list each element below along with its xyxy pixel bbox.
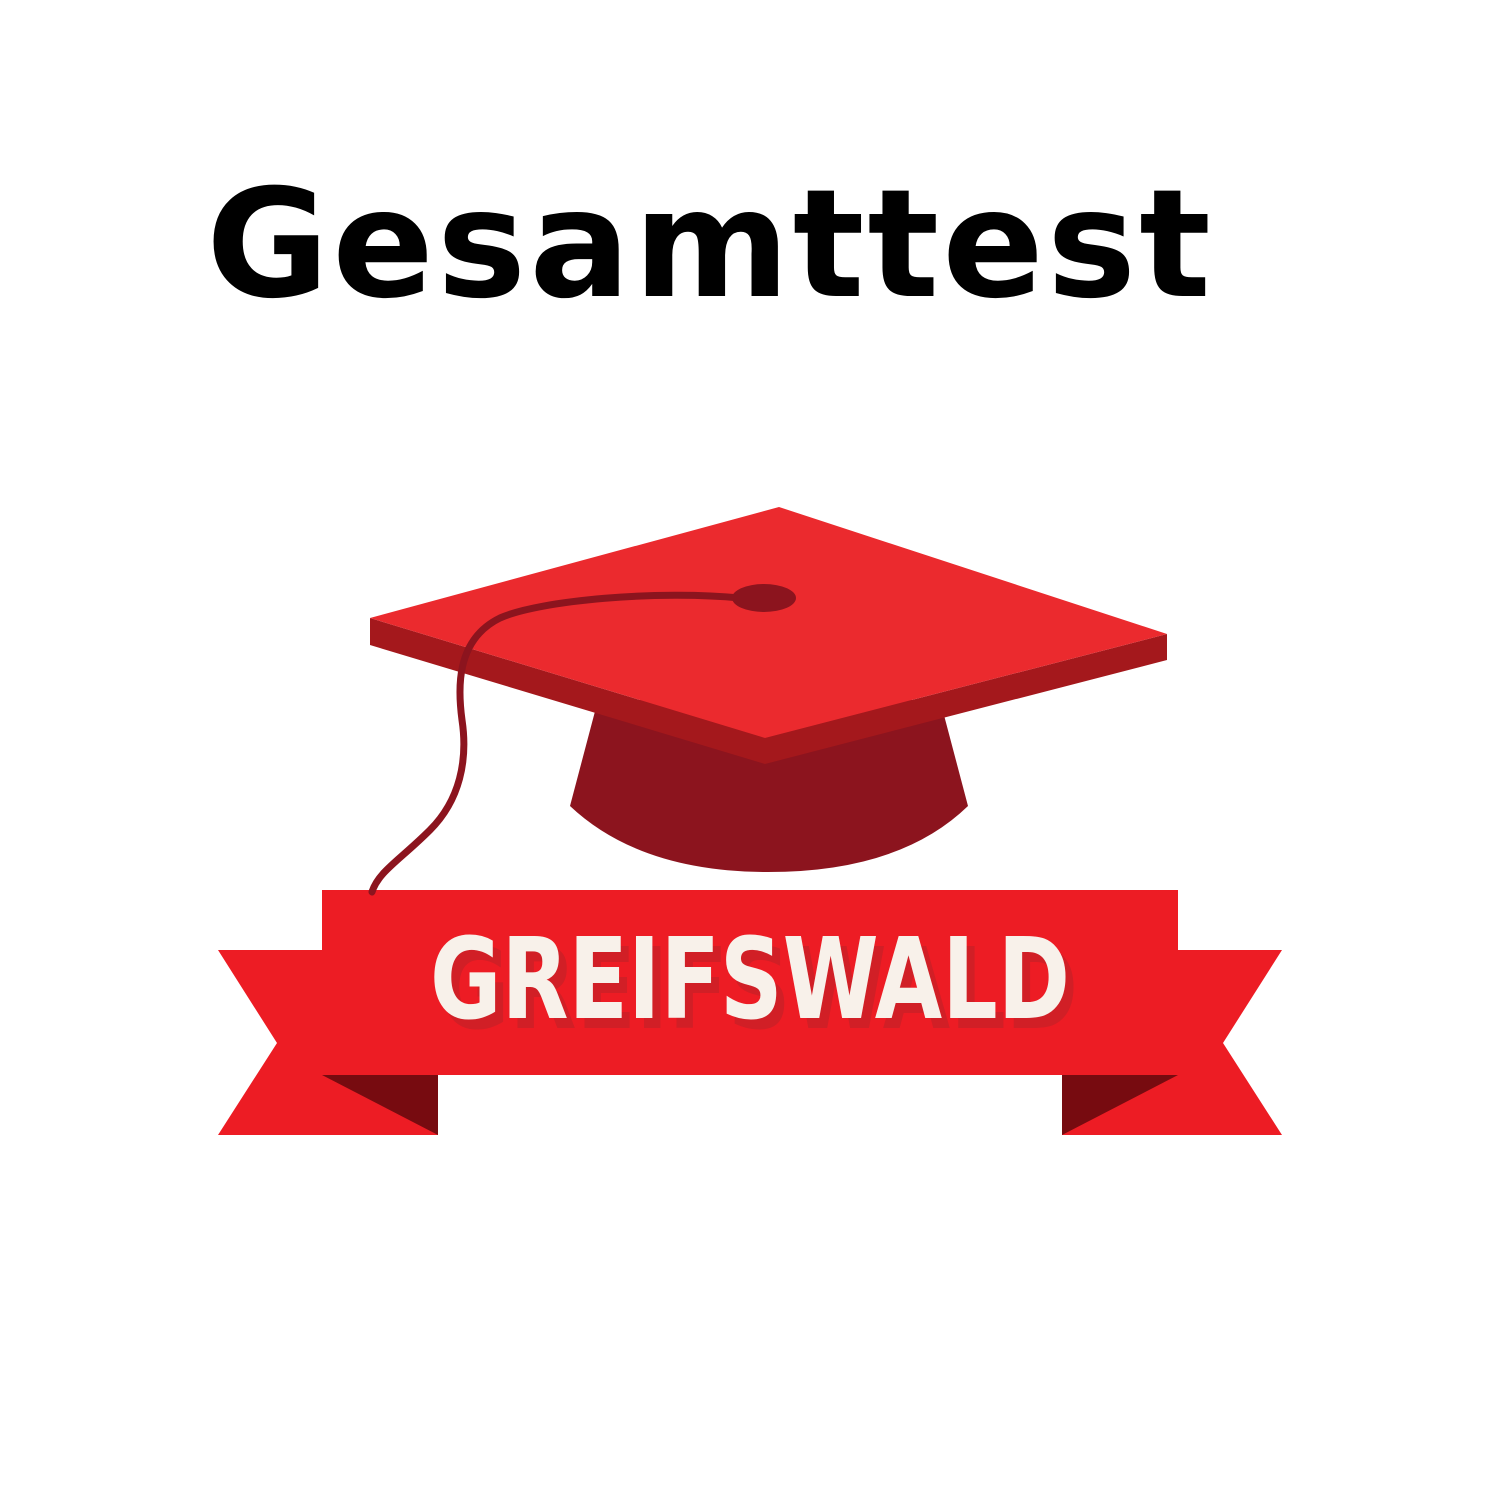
ribbon-banner bbox=[218, 890, 1282, 1135]
cap-base bbox=[570, 700, 968, 872]
graduation-cap-icon bbox=[368, 507, 1167, 896]
tassel-cord bbox=[368, 591, 744, 896]
ribbon-main bbox=[322, 890, 1178, 1075]
banner-text-shadow: GREIFSWALD bbox=[438, 925, 1078, 1055]
ribbon-left-fold bbox=[322, 1075, 438, 1135]
cap-button bbox=[732, 584, 796, 612]
banner-text: GREIFSWALD bbox=[430, 915, 1070, 1045]
cap-board-top bbox=[370, 507, 1167, 738]
page-title: Gesamttest bbox=[206, 158, 1214, 332]
ribbon-right-fold bbox=[1062, 1075, 1178, 1135]
cap-board-edge bbox=[370, 618, 1167, 764]
